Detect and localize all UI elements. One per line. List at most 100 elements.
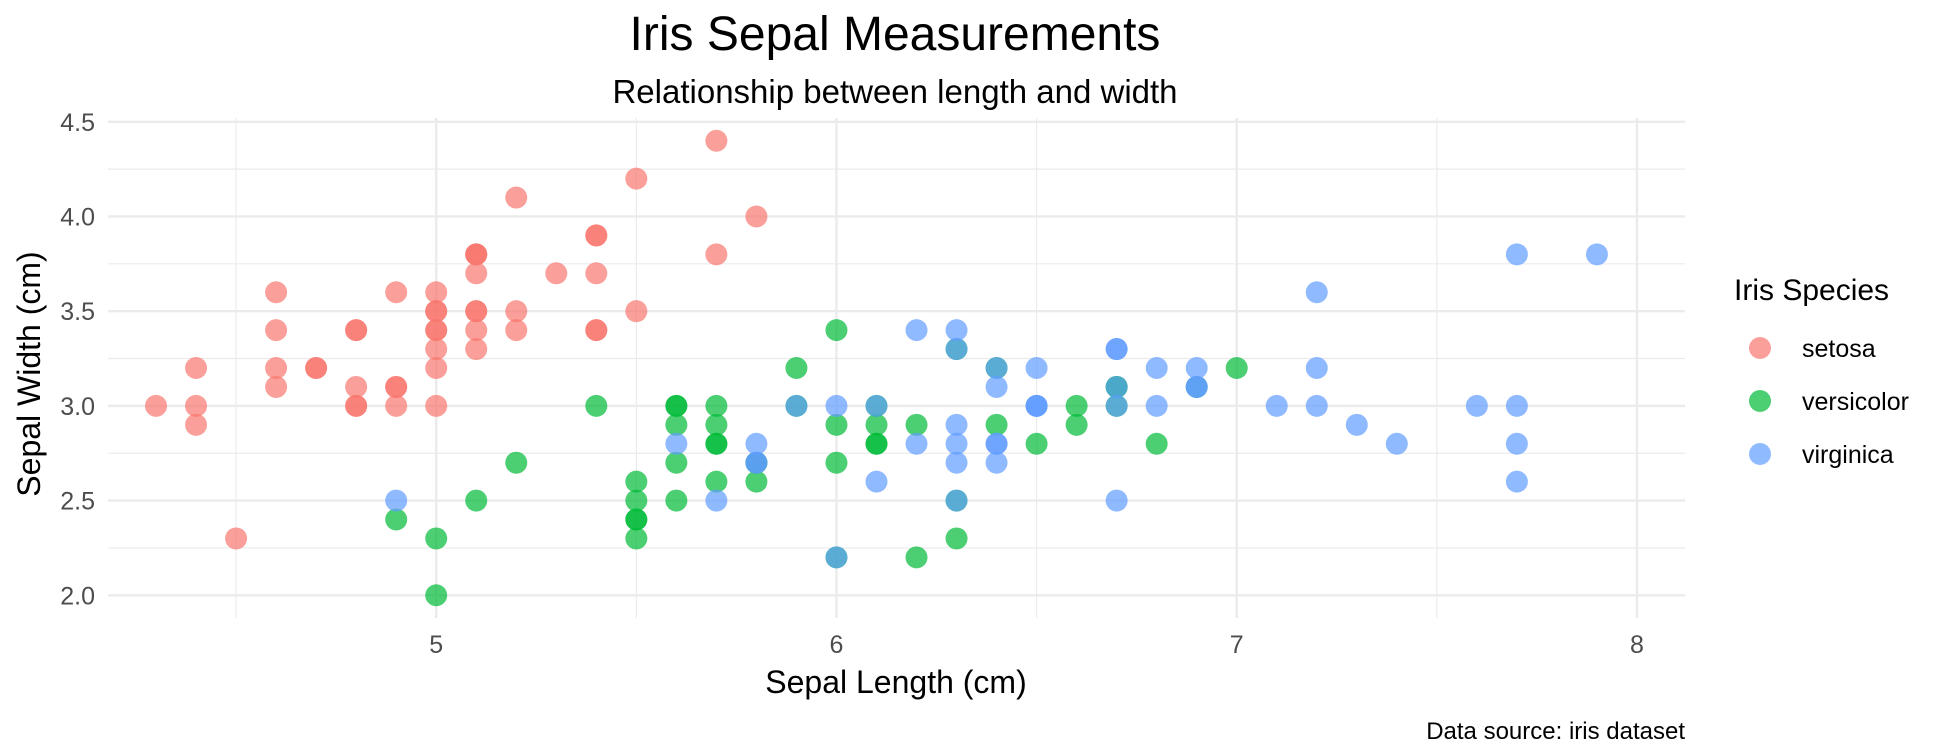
data-point-versicolor <box>705 413 728 436</box>
data-point-setosa <box>385 375 408 398</box>
data-point-setosa <box>305 357 328 379</box>
data-point-virginica <box>945 489 968 512</box>
data-point-versicolor <box>865 432 888 455</box>
y-tick-label: 2.0 <box>60 582 95 610</box>
y-axis-label: Sepal Width (cm) <box>11 251 47 496</box>
data-point-virginica <box>1105 338 1128 361</box>
y-tick-label: 4.5 <box>60 109 95 137</box>
data-point-setosa <box>345 319 368 342</box>
data-point-versicolor <box>825 413 848 436</box>
data-point-setosa <box>185 394 208 417</box>
data-point-versicolor <box>625 508 648 531</box>
data-point-virginica <box>1585 243 1608 266</box>
data-point-setosa <box>425 357 448 379</box>
data-point-virginica <box>985 357 1008 379</box>
data-point-virginica <box>1105 489 1128 512</box>
data-point-virginica <box>945 432 968 455</box>
data-point-virginica <box>1145 357 1168 379</box>
data-point-virginica <box>1345 413 1368 436</box>
data-point-virginica <box>905 432 928 455</box>
data-point-versicolor <box>745 470 768 493</box>
data-point-versicolor <box>1145 432 1168 455</box>
data-point-virginica <box>945 413 968 436</box>
data-point-versicolor <box>825 451 848 474</box>
data-point-versicolor <box>625 489 648 512</box>
data-point-setosa <box>625 300 648 323</box>
data-point-virginica <box>1385 432 1408 455</box>
data-point-setosa <box>145 394 168 417</box>
data-point-virginica <box>1305 394 1328 417</box>
data-point-versicolor <box>585 394 608 417</box>
y-tick-label: 3.0 <box>60 393 95 421</box>
data-point-virginica <box>1505 243 1528 266</box>
data-point-setosa <box>345 375 368 398</box>
data-point-virginica <box>1185 375 1208 398</box>
data-point-setosa <box>465 300 488 323</box>
data-point-versicolor <box>905 546 928 569</box>
grid <box>108 118 1685 618</box>
data-point-setosa <box>585 319 608 342</box>
data-point-virginica <box>825 546 848 569</box>
data-point-setosa <box>625 167 648 190</box>
data-point-setosa <box>385 394 408 417</box>
data-point-virginica <box>1505 432 1528 455</box>
data-point-virginica <box>1465 394 1488 417</box>
data-point-virginica <box>945 338 968 361</box>
data-point-versicolor <box>625 470 648 493</box>
data-point-virginica <box>825 394 848 417</box>
x-tick-label: 5 <box>429 631 443 659</box>
data-point-virginica <box>705 489 728 512</box>
data-point-setosa <box>545 262 568 285</box>
data-point-versicolor <box>705 470 728 493</box>
data-point-setosa <box>185 357 208 379</box>
data-point-versicolor <box>705 394 728 417</box>
data-point-setosa <box>465 262 488 285</box>
data-point-virginica <box>1105 375 1128 398</box>
legend-title: Iris Species <box>1734 274 1889 307</box>
data-point-virginica <box>745 432 768 455</box>
data-point-setosa <box>425 394 448 417</box>
data-point-setosa <box>505 300 528 323</box>
data-point-setosa <box>465 319 488 342</box>
data-point-setosa <box>185 413 208 436</box>
data-point-versicolor <box>665 451 688 474</box>
data-point-versicolor <box>905 413 928 436</box>
data-point-virginica <box>1305 281 1328 304</box>
data-point-versicolor <box>385 508 408 531</box>
data-point-setosa <box>385 281 408 304</box>
data-point-virginica <box>785 394 808 417</box>
data-point-versicolor <box>665 394 688 417</box>
data-point-virginica <box>1505 470 1528 493</box>
legend-key-versicolor <box>1749 390 1771 412</box>
data-point-virginica <box>1305 357 1328 379</box>
legend-label-virginica: virginica <box>1802 441 1894 469</box>
x-tick-label: 8 <box>1630 631 1644 659</box>
data-point-versicolor <box>665 489 688 512</box>
data-point-versicolor <box>985 413 1008 436</box>
caption: Data source: iris dataset <box>1426 718 1685 745</box>
data-point-setosa <box>265 281 288 304</box>
data-point-virginica <box>1105 394 1128 417</box>
data-point-virginica <box>865 394 888 417</box>
data-point-setosa <box>505 319 528 342</box>
data-point-versicolor <box>625 527 648 550</box>
data-point-virginica <box>945 451 968 474</box>
data-point-virginica <box>385 489 408 512</box>
data-point-virginica <box>665 432 688 455</box>
x-tick-label: 6 <box>830 631 844 659</box>
data-point-versicolor <box>825 319 848 342</box>
chart-subtitle: Relationship between length and width <box>612 73 1177 110</box>
data-point-versicolor <box>465 489 488 512</box>
data-point-setosa <box>265 357 288 379</box>
data-point-virginica <box>1505 394 1528 417</box>
data-point-virginica <box>1025 394 1048 417</box>
data-point-virginica <box>1025 357 1048 379</box>
x-axis-ticks: 5 6 7 8 <box>429 631 1644 659</box>
data-point-setosa <box>705 129 728 152</box>
legend-items: setosa versicolor virginica <box>1749 335 1909 469</box>
data-point-setosa <box>265 375 288 398</box>
data-point-setosa <box>585 224 608 247</box>
data-point-versicolor <box>1065 413 1088 436</box>
